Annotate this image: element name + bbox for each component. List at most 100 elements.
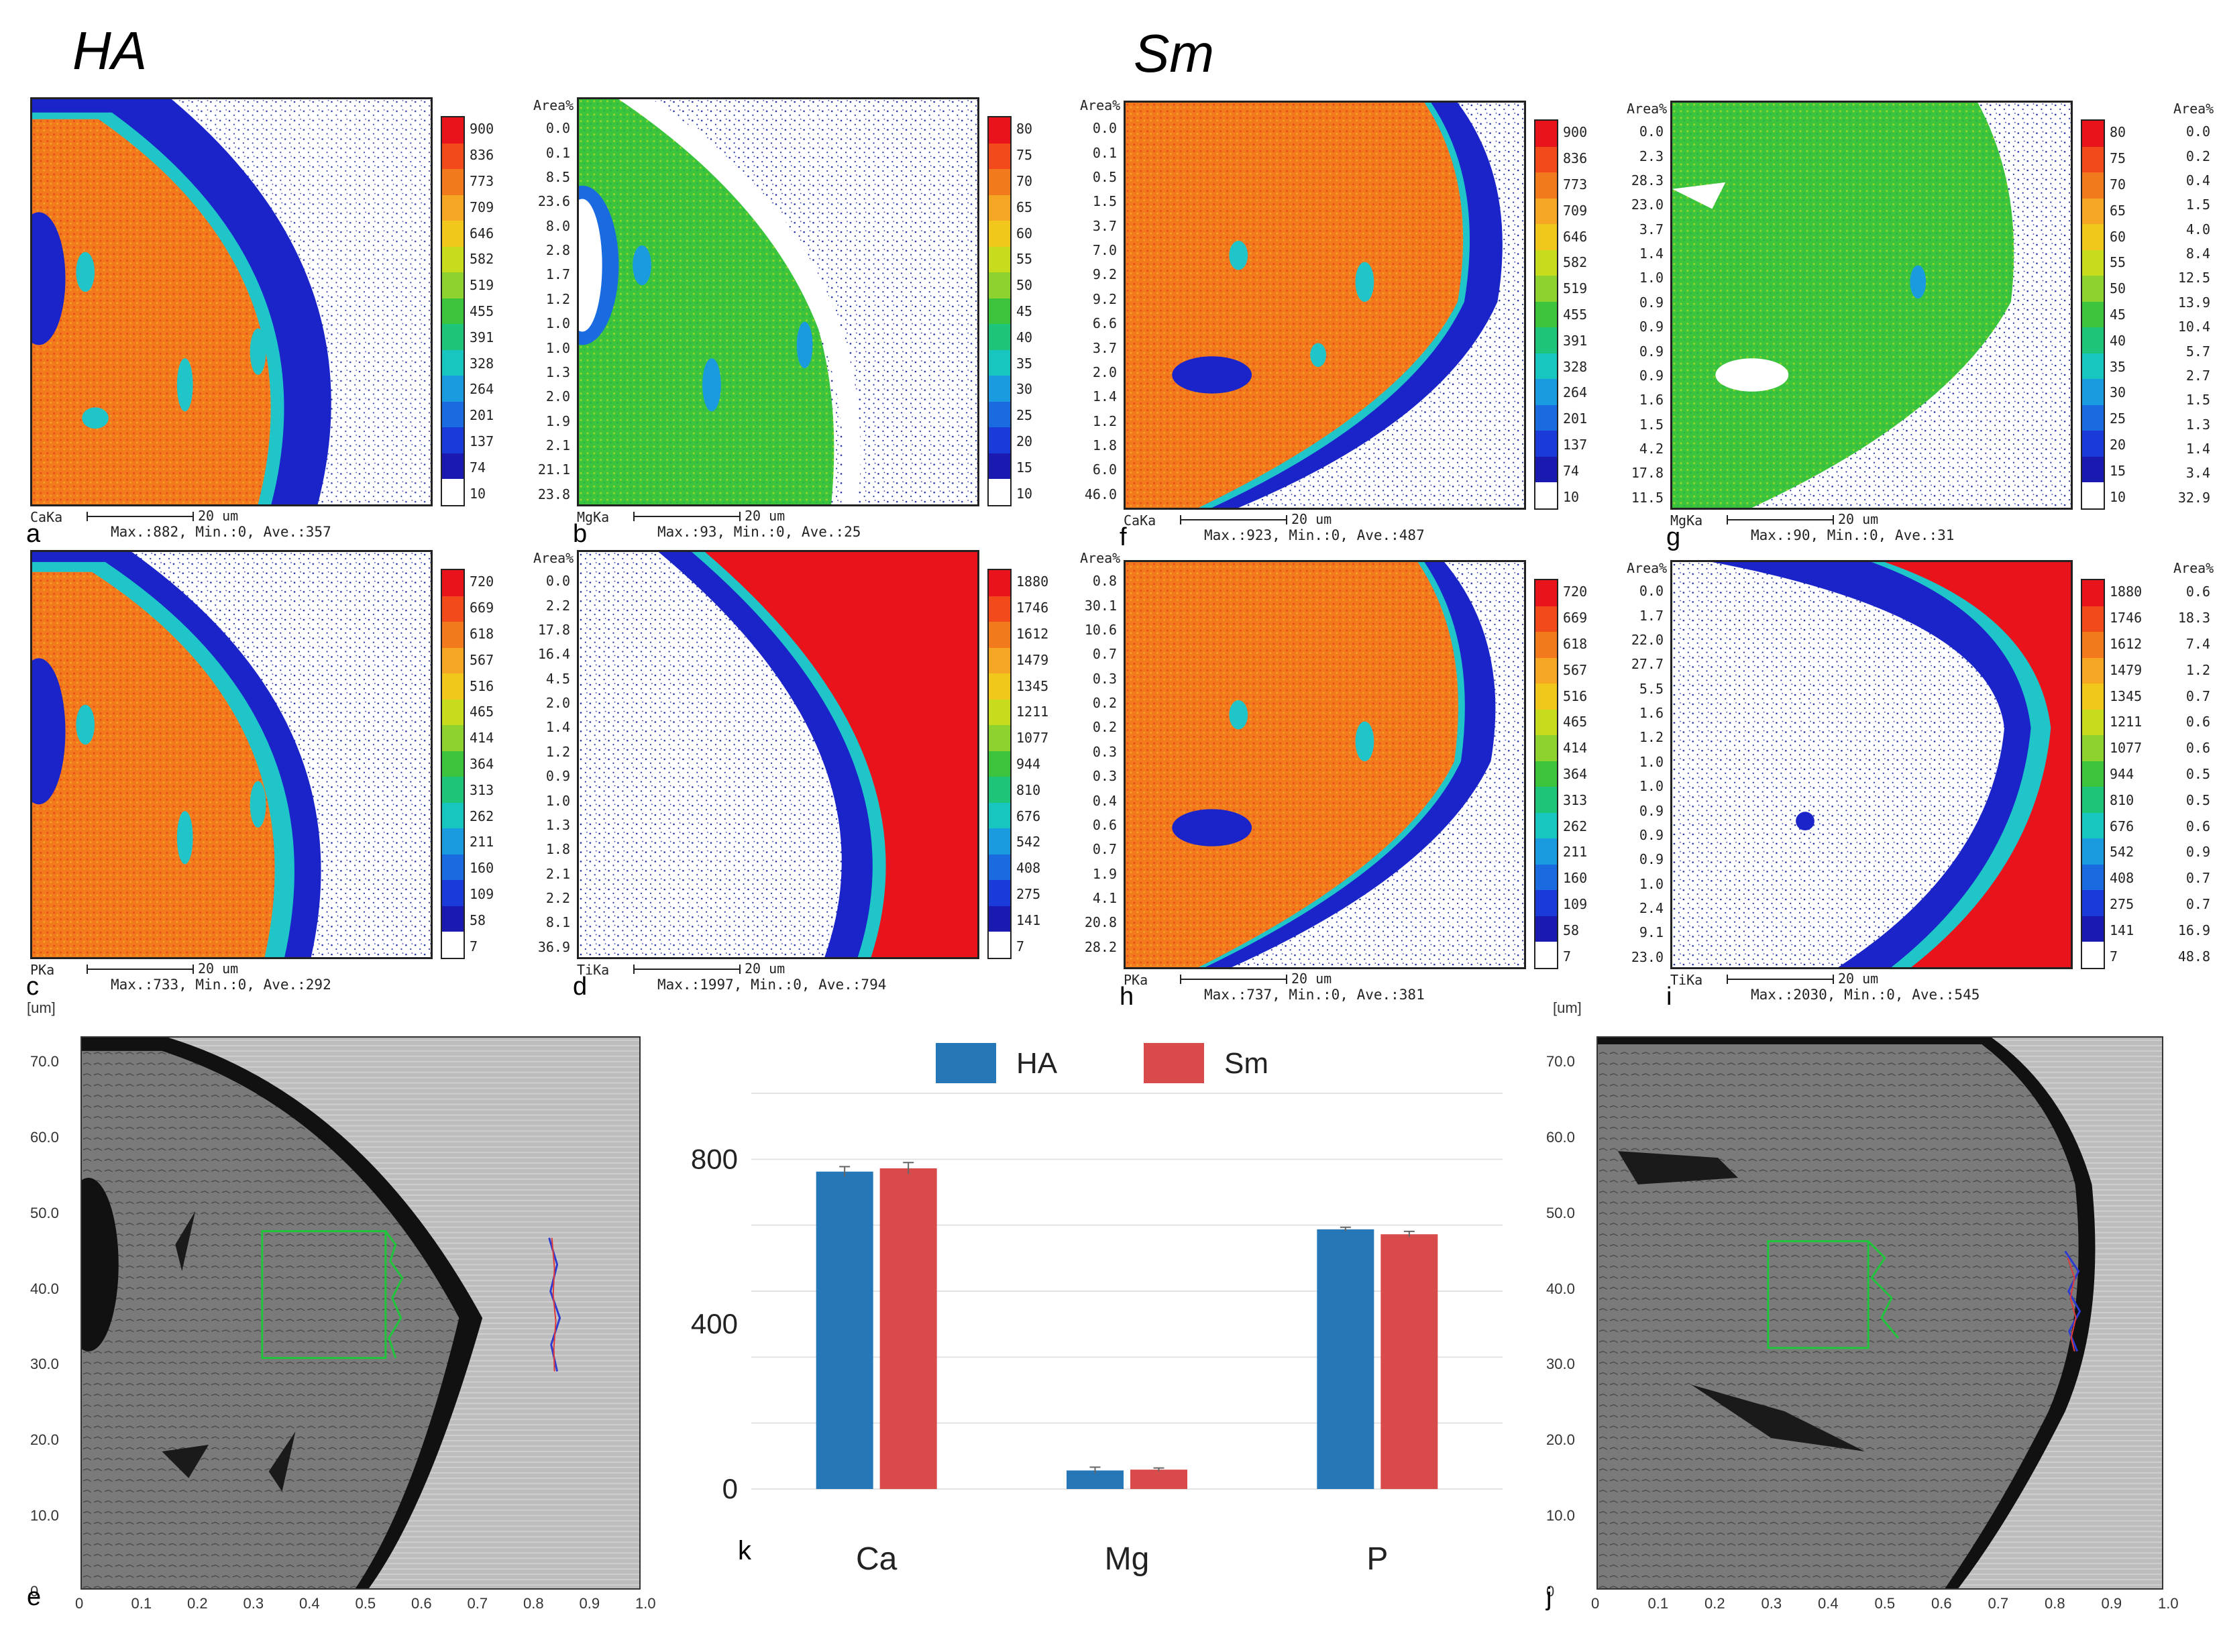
level-label: 7 [2110,948,2118,965]
level-label: 262 [1563,818,1588,834]
area-value: 0.7 [2185,687,2210,704]
area-value: 1.8 [545,841,570,858]
level-label: 391 [470,329,494,345]
y-tick-label: 70.0 [30,1053,59,1070]
x-tick-label: 1.0 [635,1595,656,1612]
area-value: 1.5 [2185,197,2210,213]
level-label: 275 [2110,895,2134,912]
sem-unit-label-right: [um] [1553,999,1582,1016]
area-value: 0.7 [1092,646,1117,663]
level-label: 160 [1563,870,1588,887]
scale-label: 20 um [198,960,239,977]
area-value: 18.3 [2177,610,2210,626]
area-list: 0.0 2.2 17.8 16.4 4.5 2.0 1.4 1.2 0.9 1.0 1.3 1.8 2.… [513,569,570,959]
map-stats: Max.:2030, Min.:0, Ave.:545 [1751,987,1980,1003]
area-value: 22.0 [1631,631,1664,648]
area-value: 30.1 [1084,597,1117,614]
area-value: 1.2 [2185,661,2210,678]
area-value: 27.7 [1631,656,1664,673]
area-value: 6.6 [1092,315,1117,332]
panel-letter-e: e [27,1583,42,1611]
level-label: 519 [1563,280,1588,297]
area-value: 0.7 [1092,841,1117,858]
sem-frame-sm [1596,1036,2163,1590]
colorbar-step [1535,353,1557,380]
scale-label: 20 um [1838,971,1879,987]
y-tick-label: 50.0 [30,1204,59,1221]
area-value: 0.9 [1639,319,1664,335]
area-header: Area% [1080,97,1121,113]
colorbar-step [989,117,1010,144]
area-value: 1.5 [1092,193,1117,210]
element-label: PKa [30,962,55,978]
colorbar-step [989,570,1010,596]
area-value: 1.0 [545,315,570,332]
area-value: 48.8 [2177,948,2210,965]
area-value: 28.2 [1084,938,1117,955]
area-value: 3.7 [1092,339,1117,356]
area-value: 0.6 [2185,818,2210,834]
area-header: Area% [533,97,574,113]
colorbar-step [1535,404,1557,431]
level-label: 676 [2110,818,2134,834]
area-value: 1.7 [545,266,570,283]
colorbar-step [442,932,464,958]
level-label: 836 [1563,150,1588,167]
area-value: 2.0 [1092,364,1117,380]
colorbar-step [2082,482,2104,508]
area-value: 0.7 [2185,870,2210,887]
colorbar-step [1535,942,1557,968]
x-tick-label: 0.3 [1761,1595,1782,1612]
colorbar-step [989,143,1010,170]
level-label: 567 [1563,661,1588,678]
area-value: 32.9 [2177,489,2210,506]
level-label: 50 [1016,277,1033,294]
colorbar-step [442,570,464,596]
panel-letter-j: j [1546,1583,1552,1611]
area-value: 1.4 [1092,388,1117,405]
level-label: 30 [2110,384,2126,401]
scale-label: 20 um [745,960,786,977]
level-label: 676 [1016,808,1041,824]
area-value: 2.2 [545,597,570,614]
level-label: 669 [470,600,494,616]
x-tick-label: 0.6 [411,1595,432,1612]
map-stats: Max.:90, Min.:0, Ave.:31 [1751,527,1955,543]
colorbar-step [1535,890,1557,916]
area-value: 6.0 [1092,461,1117,478]
colorbar-step [1535,431,1557,457]
area-list: 0.0 2.3 28.3 23.0 3.7 1.4 1.0 0.9 0.9 0.9 0.9 1.6 1.… [1607,119,1664,510]
colorbar-step [2082,276,2104,302]
area-value: 1.3 [545,364,570,380]
x-tick-label: 0.7 [467,1595,488,1612]
bar-ha-p [1317,1229,1374,1489]
level-label: 109 [1563,895,1588,912]
colorbar-step [989,221,1010,247]
area-value: 0.5 [2185,791,2210,808]
colorbar-step [442,647,464,674]
area-value: 12.5 [2177,270,2210,286]
area-list: 0.0 0.1 8.5 23.6 8.0 2.8 1.7 1.2 1.0 1.0 1.3 2.0 1.9… [513,116,570,506]
level-label: 1479 [2110,661,2143,678]
colorbar-step [989,725,1010,751]
colorbar-step [989,647,1010,674]
panel-letter: d [573,973,588,1001]
area-value: 9.2 [1092,266,1117,283]
level-label: 408 [1016,860,1041,877]
level-scale: 900 836 773 709 646 582 519 455 391 328 264 201 137 7… [1563,119,1603,510]
map-stats: Max.:923, Min.:0, Ave.:487 [1204,527,1425,543]
level-label: 618 [1563,635,1588,652]
level-label: 414 [470,730,494,747]
y-tick-label: 60.0 [30,1128,59,1146]
colorbar-step [1535,787,1557,813]
colorbar [441,569,465,959]
level-label: 1345 [1016,677,1049,694]
element-map-i: Area% 1880 1746 1612 1479 1345 1211 1077 944 810 6… [1666,560,2221,1011]
level-label: 35 [2110,358,2126,375]
colorbar-step [442,905,464,932]
level-label: 414 [1563,740,1588,757]
colorbar-step [442,880,464,906]
colorbar-step [442,699,464,726]
colorbar-step [2082,916,2104,942]
area-value: 2.1 [545,437,570,454]
